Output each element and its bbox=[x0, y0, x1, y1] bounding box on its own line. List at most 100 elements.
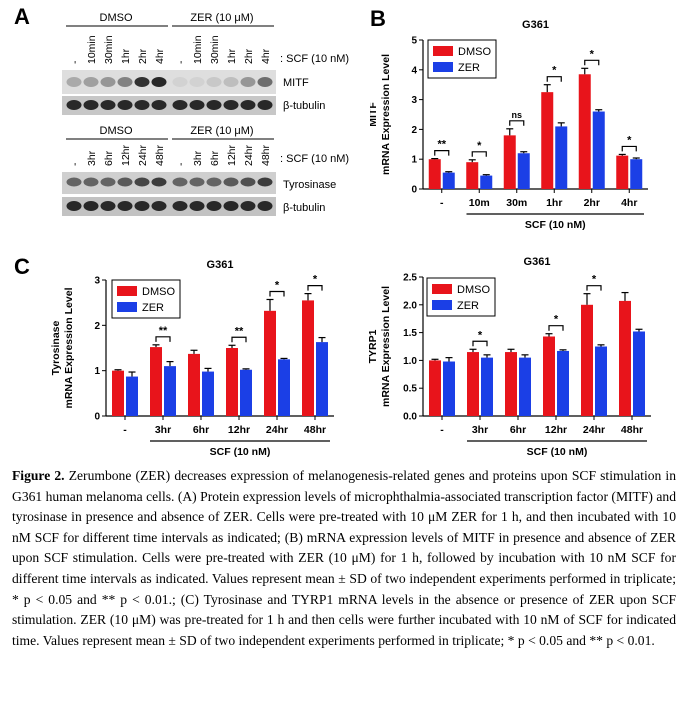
x-tick-label: 6hr bbox=[510, 424, 526, 436]
chart-title: G361 bbox=[522, 19, 549, 31]
y-tick-label: 1 bbox=[94, 366, 100, 377]
blot-top-lane-label: 10min bbox=[192, 35, 204, 64]
significance-label: * bbox=[478, 329, 483, 341]
x-tick-label: 48hr bbox=[304, 424, 326, 436]
bar-zer bbox=[240, 369, 252, 416]
bar-dmso bbox=[226, 348, 238, 416]
tubulin-band bbox=[189, 100, 205, 110]
legend-swatch-zer bbox=[433, 62, 453, 72]
blot-top-lane-label: 2hr bbox=[137, 48, 149, 64]
bar-zer bbox=[202, 371, 214, 416]
tubulin-band bbox=[151, 100, 167, 110]
tubulin-band bbox=[83, 201, 99, 211]
blot-top-lane-label: - bbox=[69, 60, 81, 64]
blot-row-label-tyrosinase: Tyrosinase bbox=[283, 179, 336, 191]
bar-dmso bbox=[541, 92, 554, 189]
bar-dmso bbox=[264, 310, 276, 416]
tyrosinase-band bbox=[189, 177, 205, 187]
chart-tyrp1-mrna: G361 0.0 0.5 1.0 1.5 2.0 2.5 TYRP1 mRNA Expressi… bbox=[367, 256, 651, 458]
x-tick-label: 6hr bbox=[193, 424, 209, 436]
significance-label: * bbox=[627, 134, 632, 146]
tubulin-band bbox=[240, 201, 256, 211]
blot-top-lane-label: 2hr bbox=[243, 48, 255, 64]
bar-dmso bbox=[466, 162, 479, 189]
significance-label: * bbox=[477, 140, 482, 152]
tubulin-band bbox=[66, 100, 82, 110]
tubulin-band bbox=[223, 100, 239, 110]
tyrosinase-band bbox=[100, 177, 116, 187]
bar-zer bbox=[442, 172, 455, 189]
significance-bracket bbox=[269, 290, 285, 297]
legend-label-zer: ZER bbox=[142, 302, 164, 314]
bar-zer bbox=[126, 376, 138, 416]
significance-bracket bbox=[307, 285, 323, 291]
mitf-band bbox=[172, 77, 188, 87]
blot-top-lane-label: 4hr bbox=[154, 48, 166, 64]
mitf-band bbox=[223, 77, 239, 87]
tubulin-band bbox=[134, 100, 150, 110]
x-tick-label: 1hr bbox=[546, 197, 562, 209]
mitf-band bbox=[66, 77, 82, 87]
bar-dmso bbox=[428, 159, 441, 189]
bar-zer bbox=[481, 357, 493, 416]
mitf-band bbox=[100, 77, 116, 87]
mitf-bands bbox=[66, 77, 273, 87]
y-tick-label: 3 bbox=[411, 95, 417, 106]
chart-tyrosinase-mrna: G361 0 1 2 3 Tyrosinase mRNA Expression Level -… bbox=[50, 259, 334, 458]
significance-bracket bbox=[584, 59, 600, 66]
tubulin-band bbox=[83, 100, 99, 110]
y-axis-gene-label: Tyrosinase bbox=[50, 321, 62, 376]
legend-swatch-dmso bbox=[432, 284, 452, 294]
x-axis-label: SCF (10 nM) bbox=[525, 219, 586, 230]
legend-label-dmso: DMSO bbox=[457, 284, 490, 296]
bar-dmso bbox=[188, 353, 200, 416]
legend-label-zer: ZER bbox=[457, 300, 479, 312]
blot-top-lane-label: 1hr bbox=[120, 48, 132, 64]
tubulin-band bbox=[172, 201, 188, 211]
bar-dmso bbox=[543, 336, 555, 416]
y-tick-label: 2 bbox=[411, 125, 417, 136]
y-axis-gene-label: MITF bbox=[370, 102, 379, 127]
mitf-band bbox=[134, 77, 150, 87]
figure-caption-label: Figure 2. bbox=[12, 468, 65, 483]
y-tick-label: 1 bbox=[411, 155, 417, 166]
significance-label: ns bbox=[511, 110, 522, 120]
legend-label-zer: ZER bbox=[458, 62, 480, 74]
blot-top-lane-label: 30min bbox=[103, 35, 115, 64]
blot-top-dmso-label: DMSO bbox=[100, 12, 133, 24]
y-tick-label: 0.5 bbox=[403, 384, 417, 395]
y-tick-label: 4 bbox=[411, 65, 417, 76]
tubulin-band bbox=[100, 100, 116, 110]
blot-bottom-lane-label: 3hr bbox=[192, 150, 204, 166]
tubulin-band bbox=[117, 201, 133, 211]
bar-zer bbox=[480, 175, 493, 189]
bar-zer bbox=[630, 159, 643, 189]
tyrosinase-band bbox=[134, 177, 150, 187]
tubulin-bands-2 bbox=[66, 201, 273, 211]
chart-title: G361 bbox=[207, 259, 234, 271]
significance-label: ** bbox=[159, 325, 168, 337]
legend-swatch-dmso bbox=[117, 286, 137, 296]
bar-zer bbox=[555, 126, 568, 189]
blot-bottom-dmso-label: DMSO bbox=[100, 125, 133, 137]
bar-zer bbox=[557, 350, 569, 416]
tyrosinase-bands bbox=[66, 177, 273, 187]
tyrosinase-band bbox=[151, 177, 167, 187]
bar-dmso bbox=[578, 74, 591, 189]
y-axis-label: mRNA Expression Level bbox=[380, 286, 392, 407]
figure-caption-text: Zerumbone (ZER) decreases expression of … bbox=[12, 468, 677, 648]
y-tick-label: 3 bbox=[94, 276, 100, 287]
x-tick-label: - bbox=[440, 424, 444, 436]
x-tick-label: 24hr bbox=[266, 424, 288, 436]
y-tick-label: 5 bbox=[411, 36, 417, 47]
tubulin-band bbox=[257, 201, 273, 211]
blot-top-lane-label: 30min bbox=[209, 35, 221, 64]
bar-dmso bbox=[112, 370, 124, 416]
x-tick-label: - bbox=[440, 197, 444, 209]
y-tick-label: 2 bbox=[94, 321, 100, 332]
blot-bottom-lane-label: - bbox=[69, 162, 81, 166]
x-tick-label: 24hr bbox=[583, 424, 605, 436]
bar-zer bbox=[633, 331, 645, 416]
blot-bottom-lane-label: 12hr bbox=[120, 144, 132, 166]
tubulin-band bbox=[189, 201, 205, 211]
